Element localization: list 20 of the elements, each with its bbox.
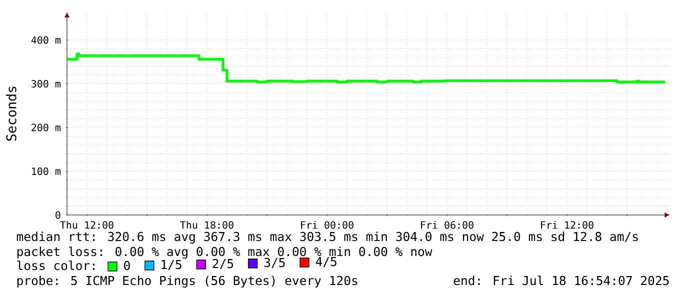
legend-label: 1/5 xyxy=(162,260,182,270)
text: probe: 5 ICMP Echo Pings (56 Bytes) every 120s xyxy=(17,276,358,288)
legend-label: 3/5 xyxy=(264,258,285,268)
x-tick-label: Thu 18:00 xyxy=(180,221,234,229)
text: end: Fri Jul 18 16:54:07 2025 xyxy=(454,276,669,286)
y-tick-label: 100 m xyxy=(32,167,60,176)
y-tick-label: 400 m xyxy=(31,36,60,44)
y-tick-label: 0 xyxy=(56,211,60,219)
legend-label: 4/5 xyxy=(316,257,336,268)
text: median rtt: 320.6 ms avg 367.3 ms max 303.5 ms min 304.0 ms now 25.0 ms sd 12.8 am/s xyxy=(16,232,638,244)
y-axis-title: Seconds xyxy=(6,86,16,141)
x-tick-label: Fri 12:00 xyxy=(541,221,594,229)
legend-title: loss color: xyxy=(17,260,95,270)
x-tick-label: Fri 00:00 xyxy=(301,221,354,229)
y-tick-label: 200 m xyxy=(32,124,60,132)
y-tick-label: 300 m xyxy=(32,80,60,88)
legend-label: 2/5 xyxy=(212,258,234,270)
x-tick-label: Fri 06:00 xyxy=(421,221,474,229)
legend-label: 0 xyxy=(124,260,130,270)
x-tick-label: Thu 12:00 xyxy=(60,221,114,229)
